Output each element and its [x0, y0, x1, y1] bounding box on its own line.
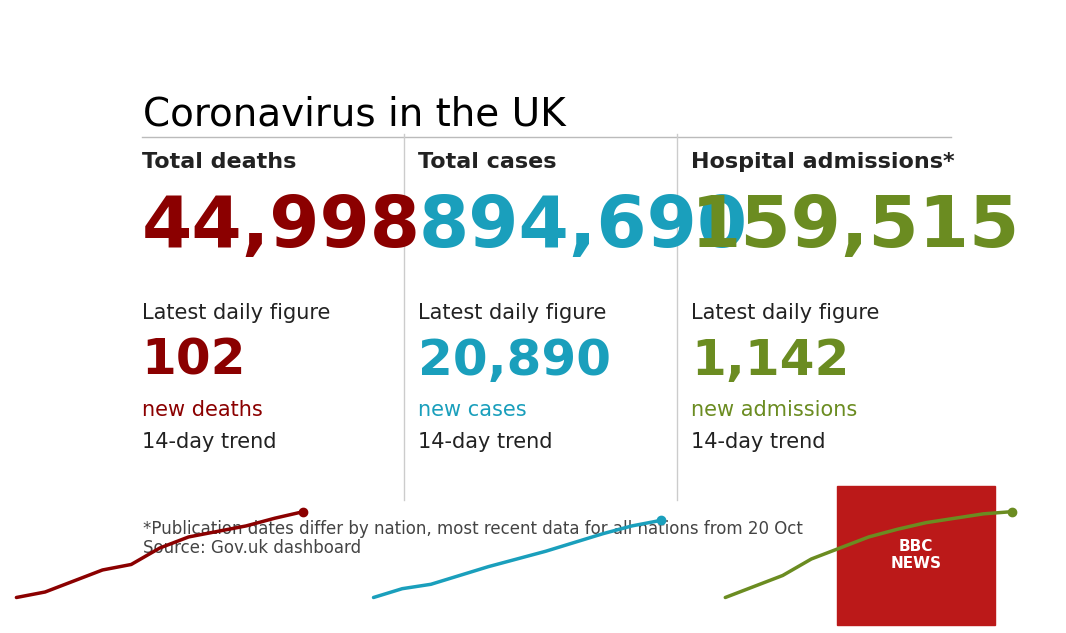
Text: 14-day trend: 14-day trend — [418, 432, 553, 452]
Text: new deaths: new deaths — [142, 400, 262, 420]
Text: Hospital admissions*: Hospital admissions* — [691, 151, 954, 172]
Text: 44,998: 44,998 — [142, 193, 420, 262]
Text: 14-day trend: 14-day trend — [691, 432, 825, 452]
Text: 894,690: 894,690 — [418, 193, 747, 262]
Text: Coronavirus in the UK: Coronavirus in the UK — [143, 96, 566, 134]
Text: Source: Gov.uk dashboard: Source: Gov.uk dashboard — [143, 539, 361, 557]
Text: Total cases: Total cases — [418, 151, 556, 172]
Text: 102: 102 — [142, 337, 246, 385]
Text: 159,515: 159,515 — [691, 193, 1020, 262]
Text: BBC
NEWS: BBC NEWS — [890, 539, 941, 572]
Text: 14-day trend: 14-day trend — [142, 432, 276, 452]
Text: new admissions: new admissions — [691, 400, 857, 420]
Text: 1,142: 1,142 — [691, 337, 850, 385]
Text: Latest daily figure: Latest daily figure — [418, 303, 607, 323]
Text: *Publication dates differ by nation, most recent data for all nations from 20 Oc: *Publication dates differ by nation, mos… — [143, 520, 803, 537]
Text: Latest daily figure: Latest daily figure — [142, 303, 329, 323]
Text: Latest daily figure: Latest daily figure — [691, 303, 879, 323]
Text: 20,890: 20,890 — [418, 337, 611, 385]
Text: new cases: new cases — [418, 400, 527, 420]
Text: Total deaths: Total deaths — [142, 151, 296, 172]
